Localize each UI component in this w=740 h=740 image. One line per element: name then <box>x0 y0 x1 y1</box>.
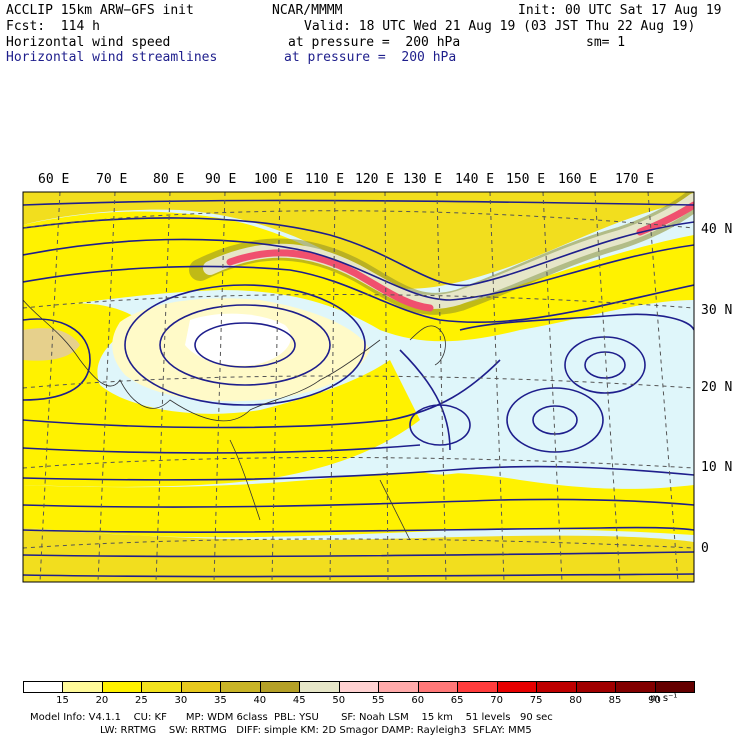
lon-label: 80 E <box>153 172 185 187</box>
lon-label: 140 E <box>455 172 495 187</box>
lon-label: 90 E <box>205 172 237 187</box>
colorbar-tick-label: 30 <box>174 695 188 706</box>
jet-stream <box>189 192 694 315</box>
coastlines <box>23 299 446 541</box>
lon-label: 130 E <box>403 172 443 187</box>
colorbar-tick-label: 15 <box>56 695 69 706</box>
model-title: ACCLIP 15km ARW−GFS init <box>6 3 194 18</box>
colorbar-tick-label: 75 <box>529 695 543 706</box>
colorbar-tick-label: 20 <box>95 695 109 706</box>
colorbar-tick-label: 60 <box>411 695 425 706</box>
field2-label: Horizontal wind streamlines <box>6 50 218 65</box>
colorbar-tick-label: 25 <box>135 695 148 706</box>
colorbar-swatch <box>220 681 261 693</box>
field1-label: Horizontal wind speed <box>6 35 171 50</box>
colorbar-tick-label: 70 <box>490 695 503 706</box>
colorbar-swatch <box>457 681 498 693</box>
colorbar-tick-label: 65 <box>450 695 464 706</box>
graticule <box>23 192 694 582</box>
lon-label: 150 E <box>506 172 546 187</box>
valid-time: Valid: 18 UTC Wed 21 Aug 19 (03 JST Thu … <box>304 19 696 34</box>
lat-label: 40 N <box>701 222 733 237</box>
lon-label: 100 E <box>254 172 294 187</box>
lon-label: 110 E <box>305 172 345 187</box>
lon-label: 70 E <box>96 172 128 187</box>
lat-label: 20 N <box>701 380 733 395</box>
colorbar-swatch <box>654 681 695 693</box>
colorbar-swatch <box>338 681 379 693</box>
colorbar-swatch <box>299 681 340 693</box>
lat-label: 0 <box>701 541 709 556</box>
colorbar-swatch <box>417 681 458 693</box>
map-frame <box>22 191 695 583</box>
lon-label: 160 E <box>558 172 598 187</box>
colorbar-tick-label: 50 <box>332 695 346 706</box>
lon-label: 60 E <box>38 172 70 187</box>
colorbar-tick-label: 80 <box>569 695 582 706</box>
lon-label: 120 E <box>355 172 395 187</box>
streamlines <box>23 199 694 578</box>
colorbar-swatch <box>23 681 63 693</box>
init-time: Init: 00 UTC Sat 17 Aug 19 <box>518 3 722 18</box>
field2-pressure: at pressure = 200 hPa <box>284 50 457 65</box>
lon-label: 170 E <box>615 172 655 187</box>
colorbar-tick-label: 85 <box>608 695 622 706</box>
colorbar-tick-label: 90 <box>648 695 661 706</box>
colorbar-swatch <box>575 681 616 693</box>
forecast-hour: Fcst: 114 h <box>6 19 100 34</box>
colorbar-swatch <box>180 681 221 693</box>
smoothing-label: sm= 1 <box>586 35 626 50</box>
colorbar-tick-label: 40 <box>253 695 267 706</box>
colorbar-swatch <box>259 681 300 693</box>
physics-info: LW: RRTMG SW: RRTMG DIFF: simple KM: 2D … <box>100 725 532 736</box>
colorbar-tick-label: 35 <box>213 695 227 706</box>
colorbar-swatch <box>536 681 577 693</box>
org-label: NCAR/MMMM <box>272 3 343 18</box>
lat-label: 30 N <box>701 303 733 318</box>
colorbar-swatch <box>62 681 103 693</box>
lat-label: 10 N <box>701 460 733 475</box>
colorbar-swatch <box>496 681 537 693</box>
field1-pressure: at pressure = 200 hPa <box>288 35 461 50</box>
colorbar-swatch <box>101 681 142 693</box>
colorbar-tick-label: 55 <box>371 695 385 706</box>
colorbar-tick-label: 45 <box>292 695 306 706</box>
colorbar-units: m s⁻¹ <box>650 693 678 704</box>
colorbar-swatch <box>378 681 419 693</box>
colorbar-swatch <box>615 681 656 693</box>
colorbar-swatch <box>141 681 182 693</box>
model-info: Model Info: V4.1.1 CU: KF MP: WDM 6class… <box>30 712 553 723</box>
